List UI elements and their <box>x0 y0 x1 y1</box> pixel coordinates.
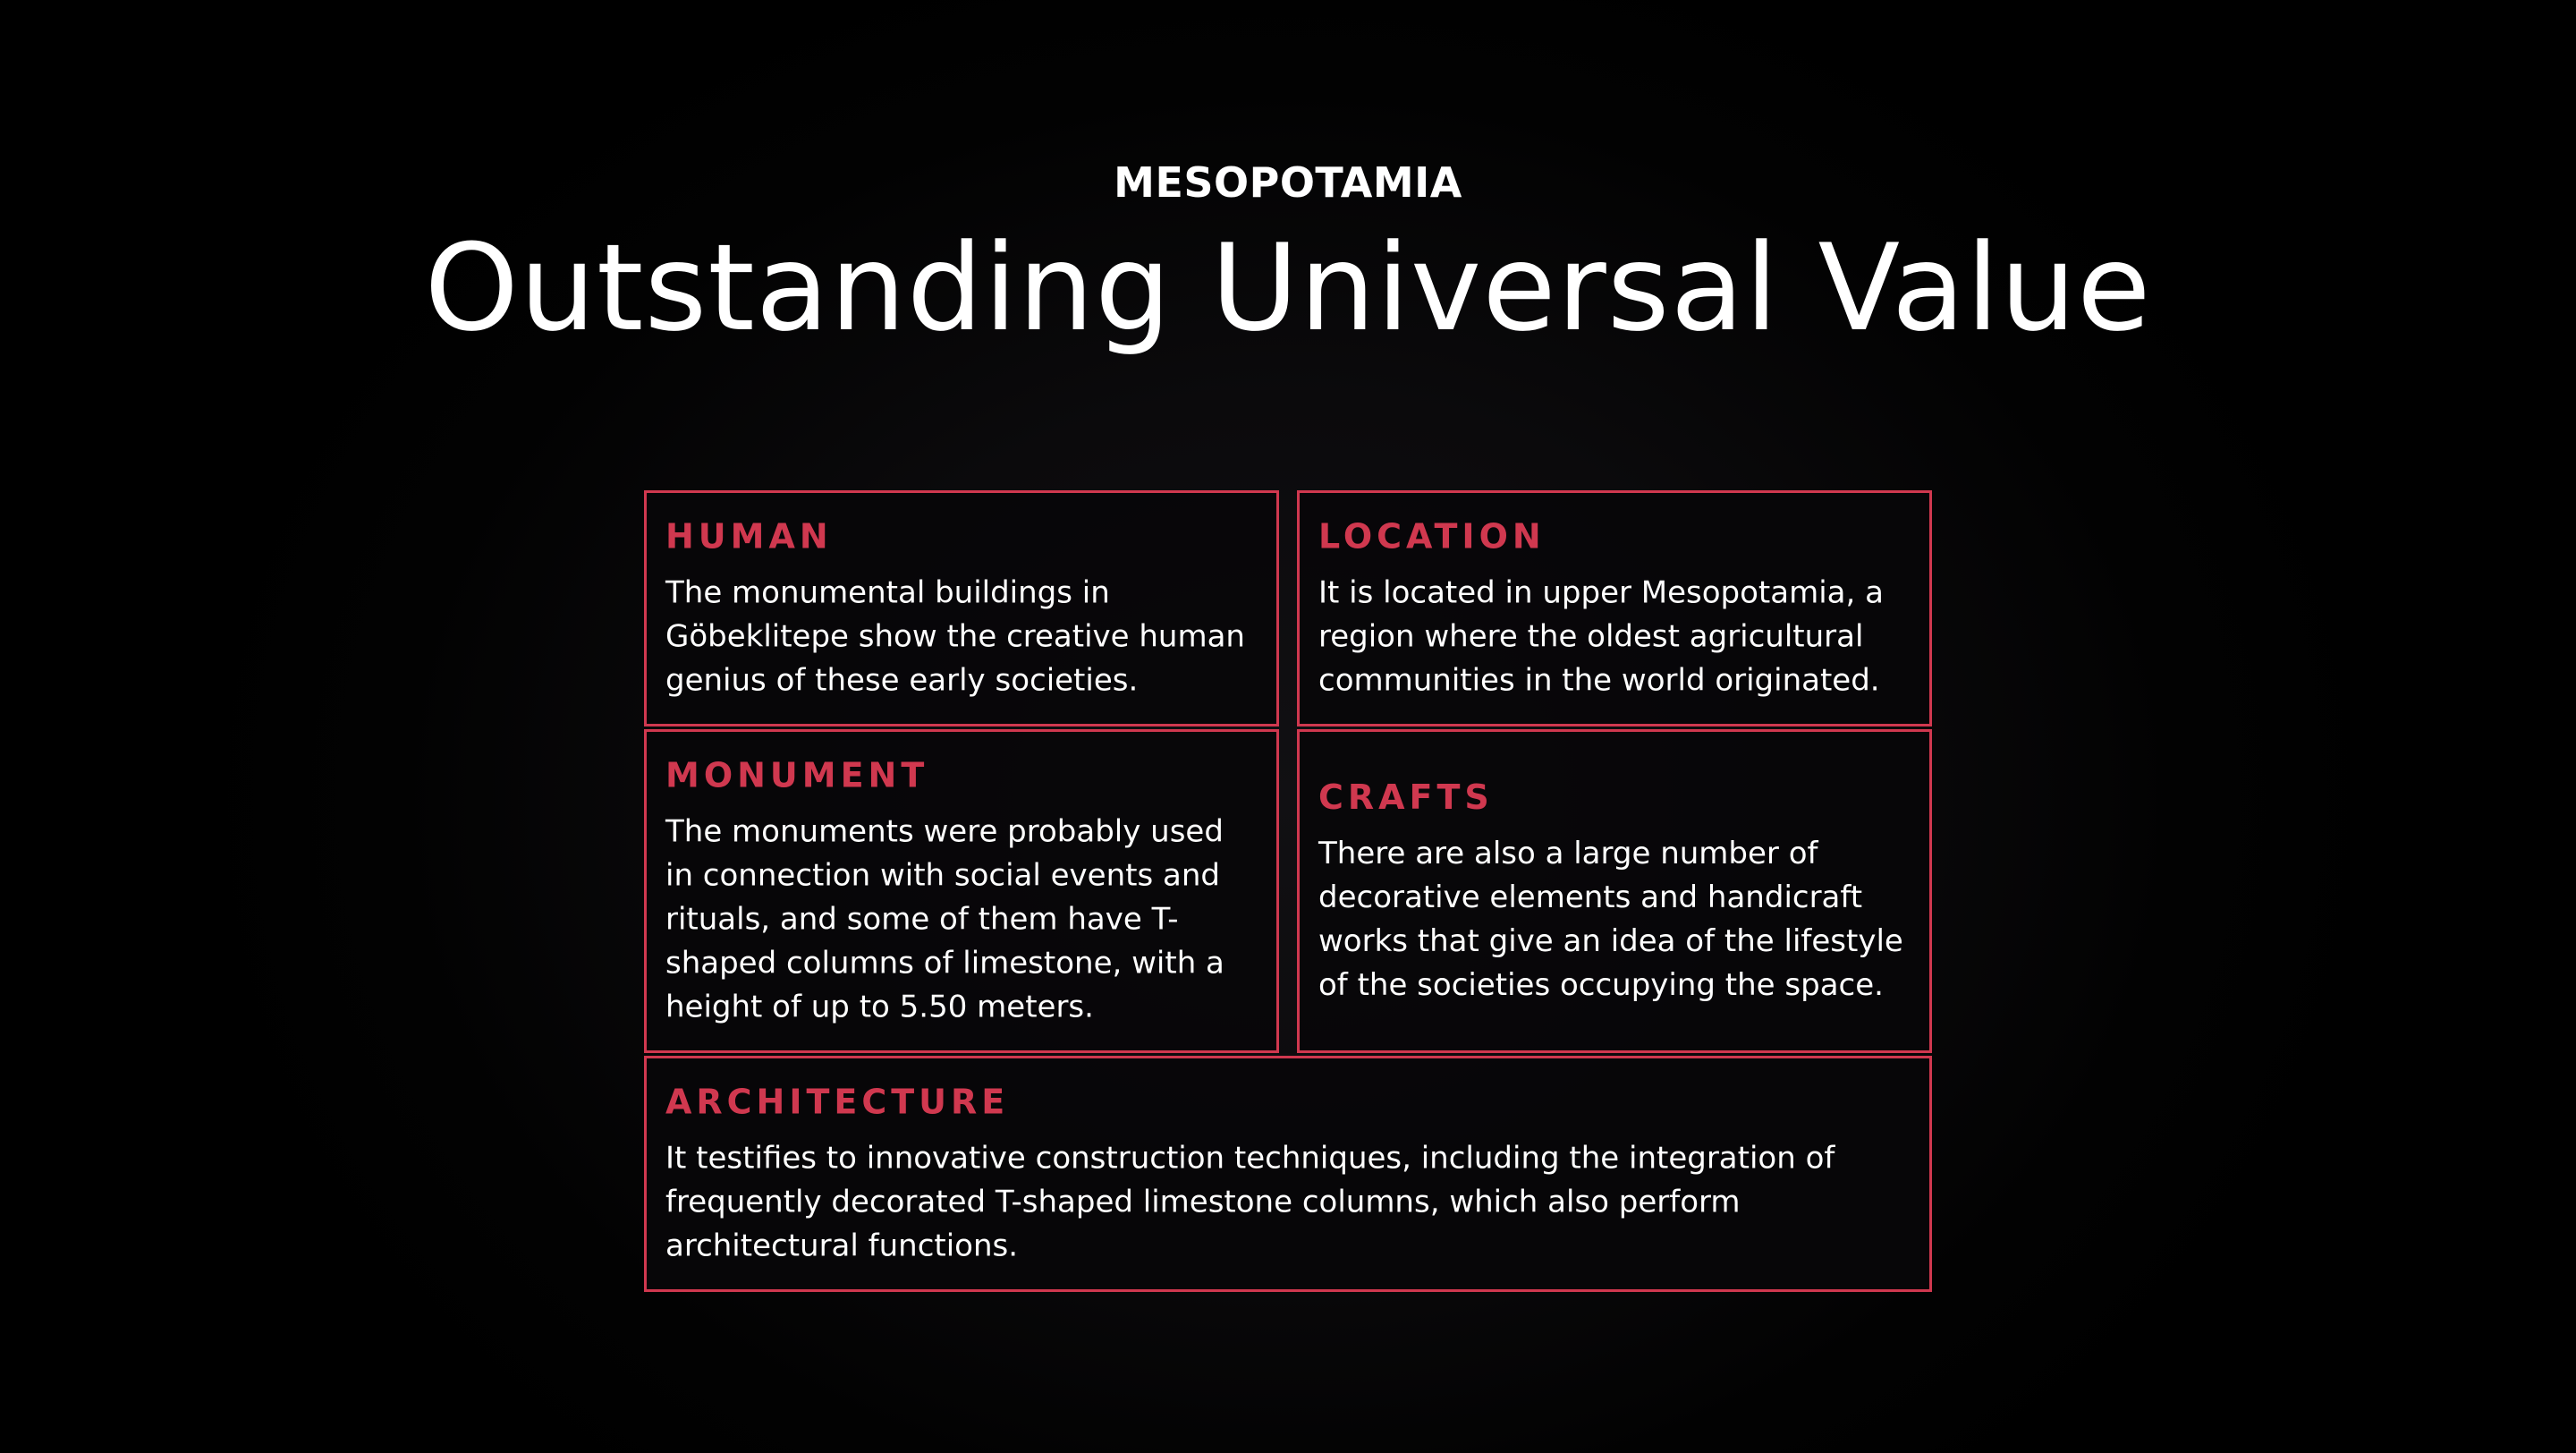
card-human: HUMAN The monumental buildings in Göbekl… <box>644 490 1279 726</box>
card-content: LOCATION It is located in upper Mesopota… <box>1318 514 1911 703</box>
card-content: CRAFTS There are also a large number of … <box>1318 775 1911 1007</box>
card-body: There are also a large number of decorat… <box>1318 836 1903 1003</box>
page-title: Outstanding Universal Value <box>424 218 2152 358</box>
card-body: The monumental buildings in Göbeklitepe … <box>665 574 1245 699</box>
card-heading: ARCHITECTURE <box>665 1082 1010 1122</box>
card-architecture: ARCHITECTURE It testifies to innovative … <box>644 1056 1932 1292</box>
card-location: LOCATION It is located in upper Mesopota… <box>1297 490 1932 726</box>
card-heading: LOCATION <box>1318 516 1546 557</box>
card-content: HUMAN The monumental buildings in Göbekl… <box>665 514 1258 703</box>
card-monument: MONUMENT The monuments were probably use… <box>644 729 1279 1053</box>
card-heading: CRAFTS <box>1318 777 1494 817</box>
card-body: The monuments were probably used in conn… <box>665 813 1224 1025</box>
card-content: ARCHITECTURE It testifies to innovative … <box>665 1080 1911 1269</box>
card-content: MONUMENT The monuments were probably use… <box>665 753 1258 1030</box>
card-body: It testifies to innovative construction … <box>665 1140 1835 1264</box>
card-heading: HUMAN <box>665 516 833 557</box>
card-heading: MONUMENT <box>665 755 929 795</box>
section-eyebrow: MESOPOTAMIA <box>1114 158 1462 207</box>
card-body: It is located in upper Mesopotamia, a re… <box>1318 574 1884 699</box>
card-crafts: CRAFTS There are also a large number of … <box>1297 729 1932 1053</box>
